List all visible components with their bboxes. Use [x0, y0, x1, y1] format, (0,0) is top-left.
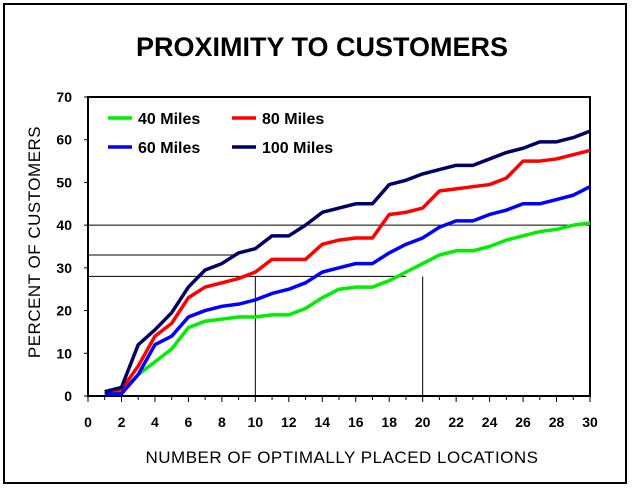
legend-label: 100 Miles [262, 140, 333, 157]
x-tick-label: 4 [151, 414, 159, 430]
x-tick-label: 28 [549, 414, 565, 430]
y-tick-label: 70 [56, 89, 72, 105]
y-tick-label: 30 [56, 260, 72, 276]
x-tick-label: 16 [348, 414, 364, 430]
series-line-60-miles [104, 185, 591, 396]
series-line-40-miles [104, 221, 591, 396]
x-tick-label: 22 [448, 414, 464, 430]
x-tick-label: 20 [415, 414, 431, 430]
x-tick-label: 24 [482, 414, 498, 430]
y-tick-label: 50 [56, 174, 72, 190]
x-axis-label: NUMBER OF OPTIMALLY PLACED LOCATIONS [145, 448, 538, 467]
x-tick-label: 8 [218, 414, 226, 430]
chart-frame [3, 3, 627, 484]
x-tick-label: 30 [582, 414, 598, 430]
legend-label: 80 Miles [262, 111, 324, 128]
y-tick-label: 0 [64, 388, 72, 404]
x-tick-label: 18 [381, 414, 397, 430]
legend-label: 40 Miles [138, 111, 200, 128]
legend-label: 60 Miles [138, 140, 200, 157]
x-tick-label: 12 [281, 414, 297, 430]
chart-title: PROXIMITY TO CUSTOMERS [136, 32, 508, 62]
x-tick-label: 2 [118, 414, 126, 430]
x-tick-label: 14 [314, 414, 330, 430]
x-tick-label: 0 [84, 414, 92, 430]
y-tick-label: 10 [56, 345, 72, 361]
y-tick-label: 60 [56, 132, 72, 148]
y-tick-label: 40 [56, 217, 72, 233]
y-tick-label: 20 [56, 303, 72, 319]
x-tick-label: 26 [515, 414, 531, 430]
series-line-100-miles [104, 129, 591, 394]
x-tick-label: 6 [185, 414, 193, 430]
x-tick-label: 10 [248, 414, 264, 430]
y-axis-label: PERCENT OF CUSTOMERS [25, 126, 44, 358]
series-line-80-miles [104, 148, 591, 394]
